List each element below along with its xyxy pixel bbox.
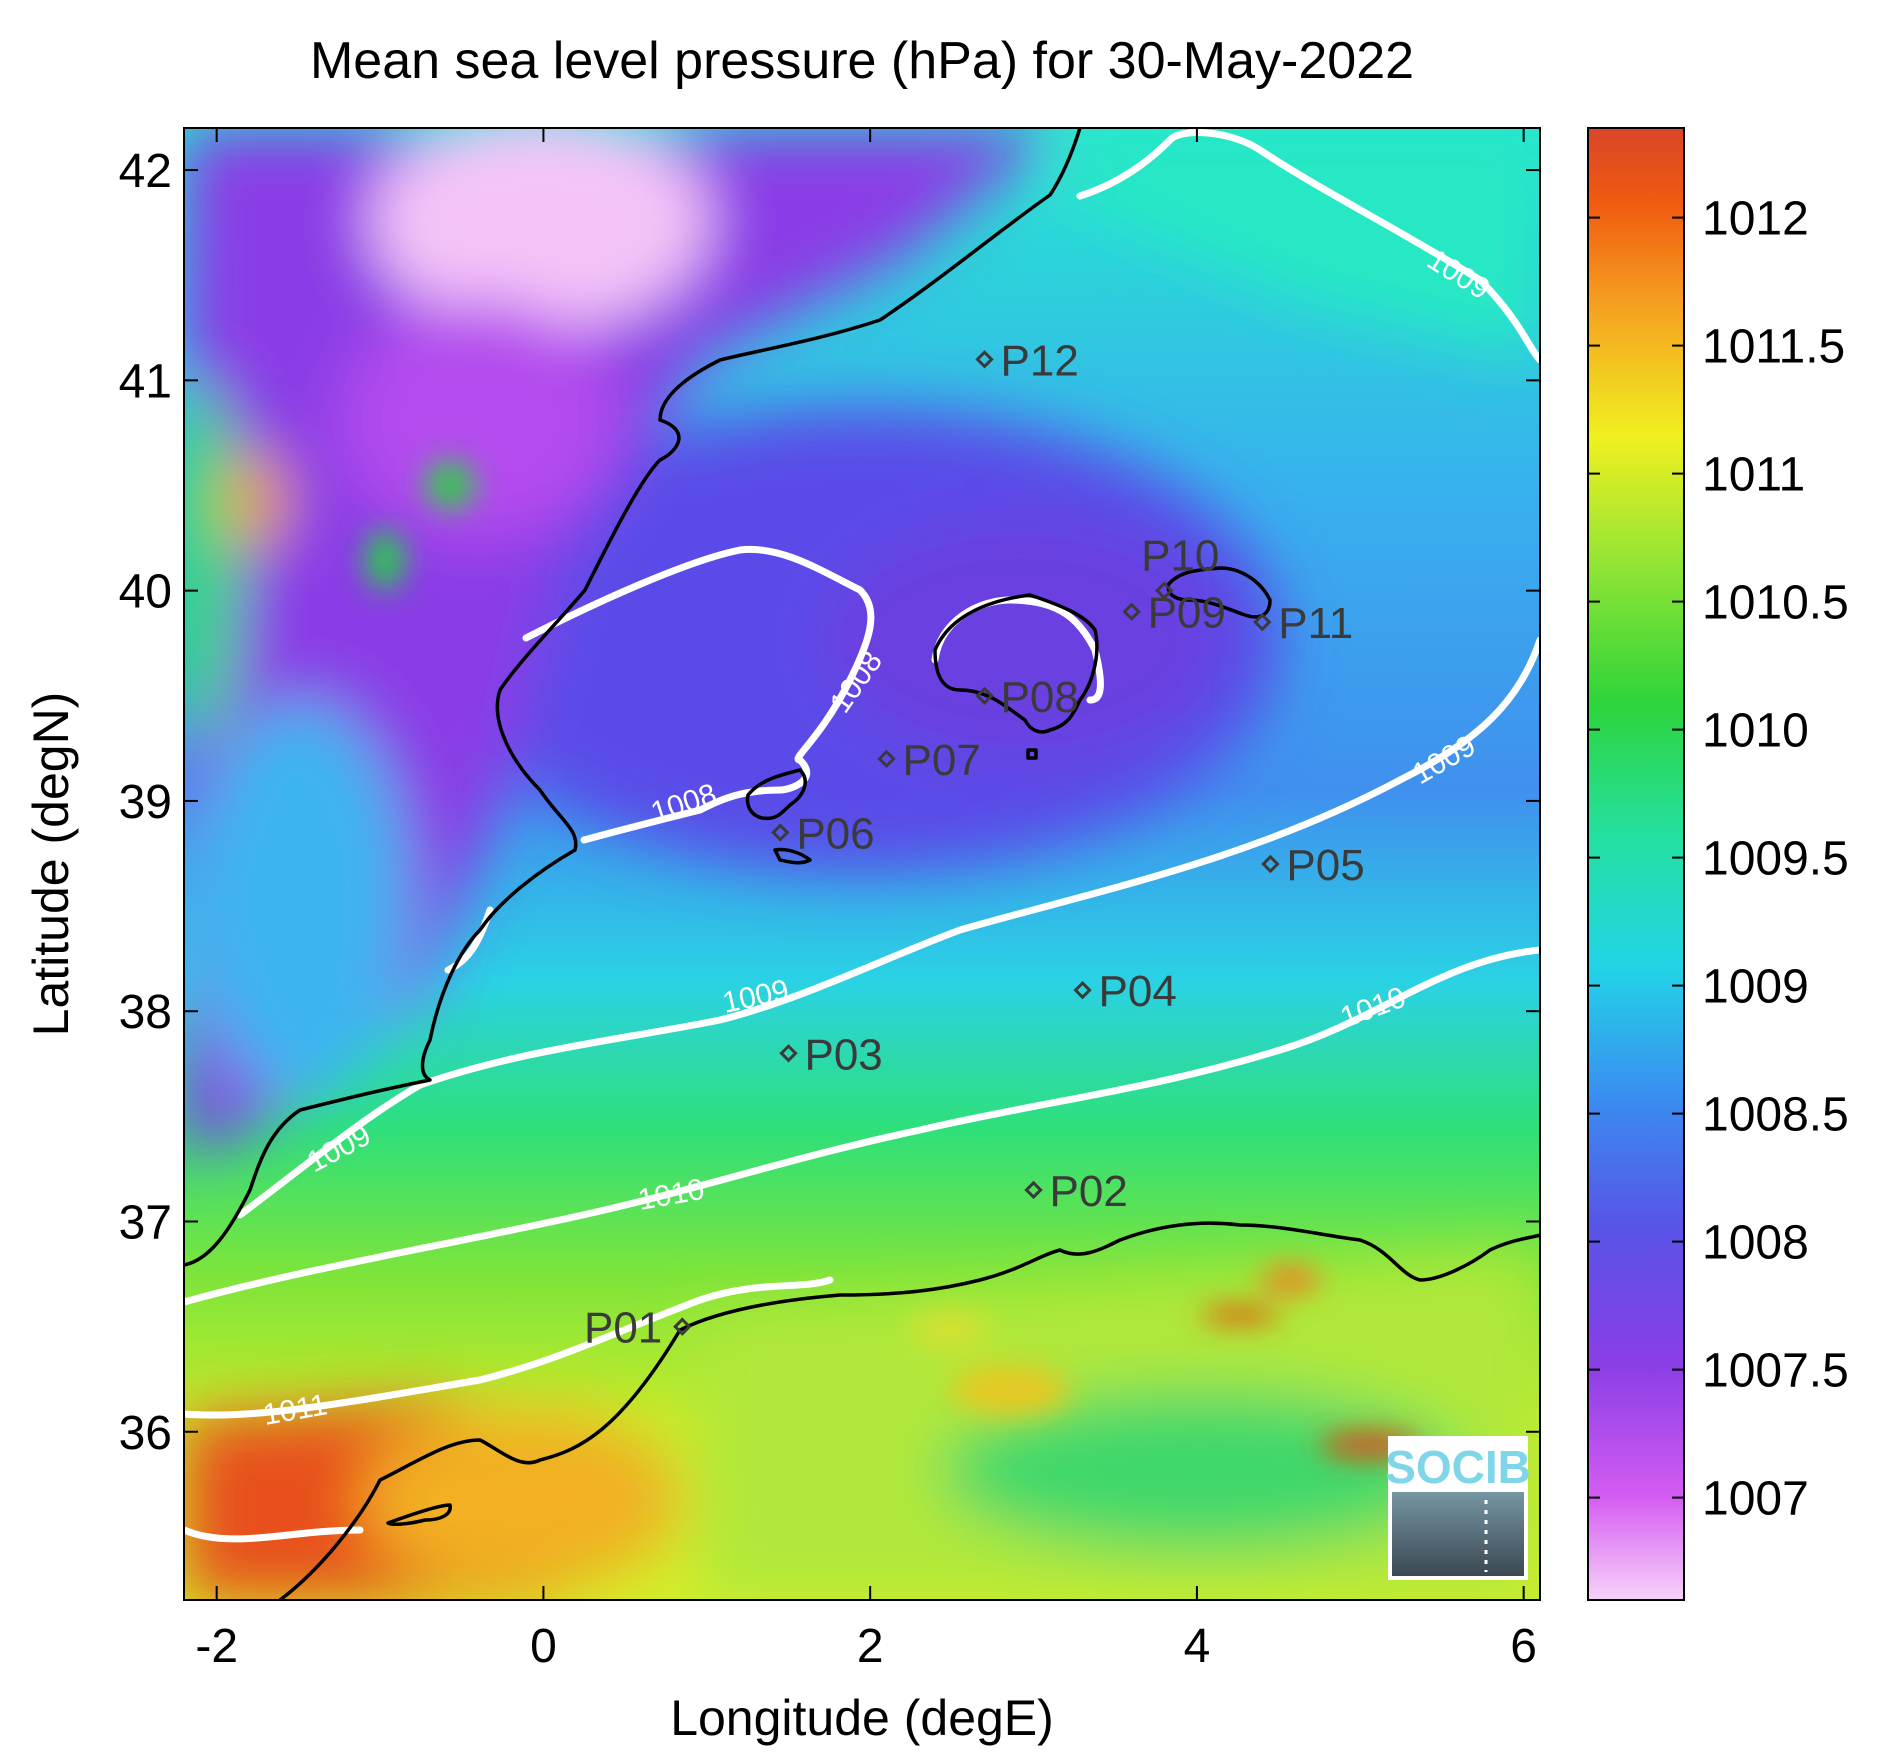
isobar-1009-north [1076, 129, 1540, 364]
colorbar-ticks: 1007 1007.5 1008 1008.5 1009 1009.5 1010 1010.5… [1588, 193, 1849, 1526]
coastline-ibiza [745, 768, 807, 821]
station-marker-icon [1261, 854, 1280, 874]
plot-frame [183, 127, 1541, 1601]
station-label: P04 [1099, 967, 1177, 1016]
y-tick-label: 41 [119, 355, 172, 408]
isobar-1009-middle [416, 636, 1540, 1089]
x-tick-label: -2 [195, 1620, 238, 1673]
x-tick-label: 4 [1184, 1620, 1211, 1673]
station-p03[interactable]: P03 [779, 1030, 883, 1079]
coastline-alboran-island [386, 1503, 452, 1526]
station-p06[interactable]: P06 [771, 809, 875, 858]
y-tick-label: 38 [119, 986, 172, 1039]
station-p02[interactable]: P02 [1024, 1167, 1128, 1216]
station-label: P12 [1001, 336, 1079, 385]
coastline-formentera [773, 847, 812, 865]
station-p07[interactable]: P07 [877, 736, 981, 785]
isobar-1011-southwest [184, 1526, 364, 1543]
y-tick-label: 37 [119, 1196, 172, 1249]
y-tick-label: 42 [119, 145, 172, 198]
colorbar-tick-label: 1007 [1702, 1473, 1809, 1526]
x-axis-label: Longitude (degE) [670, 1690, 1054, 1746]
colorbar-tick-label: 1007.5 [1702, 1345, 1849, 1398]
coastline-minorca [1166, 566, 1272, 619]
station-label: P02 [1050, 1167, 1128, 1216]
station-p01[interactable]: P01 [584, 1304, 692, 1353]
station-marker-icon [975, 686, 994, 705]
station-label: P07 [903, 736, 981, 785]
station-label: P11 [1278, 599, 1353, 648]
colorbar-tick-label: 1009 [1702, 961, 1809, 1014]
stations: P01 P02 P03 P04 P05 P06 P07 P08 P09 P10 P11 P12 [584, 336, 1365, 1352]
station-p11[interactable]: P11 [1253, 599, 1353, 648]
colorbar-gradient [1587, 127, 1685, 1601]
isobar-1010 [184, 946, 1540, 1306]
station-label: P09 [1148, 589, 1226, 638]
station-marker-icon [975, 350, 994, 369]
station-label: P08 [1001, 673, 1079, 722]
station-marker-icon [877, 749, 896, 769]
station-marker-icon [779, 1044, 798, 1063]
y-axis-label: Latitude (degN) [23, 692, 79, 1037]
station-p09[interactable]: P09 [1122, 589, 1226, 638]
isobar-1009-south [236, 1081, 424, 1219]
y-tick-label: 39 [119, 776, 172, 829]
coastline-iberia [184, 128, 1082, 1267]
station-label: P01 [584, 1304, 662, 1353]
colorbar-tick-label: 1011 [1702, 449, 1805, 502]
x-tick-label: 2 [857, 1620, 884, 1673]
figure-title: Mean sea level pressure (hPa) for 30-May… [310, 32, 1414, 90]
axis-ticks: -2 0 2 4 6 36 37 38 39 40 41 42 [119, 128, 1540, 1673]
station-p04[interactable]: P04 [1073, 967, 1177, 1016]
station-marker-icon [1253, 612, 1272, 632]
station-p10[interactable]: P10 [1141, 532, 1219, 600]
coastline-majorca [933, 593, 1099, 734]
station-marker-icon [1024, 1180, 1043, 1200]
station-label: P06 [796, 809, 874, 858]
colorbar-tick-label: 1008.5 [1702, 1089, 1849, 1142]
colorbar-tick-label: 1008 [1702, 1217, 1809, 1270]
isobar-1011 [184, 1276, 834, 1419]
station-marker-icon [1122, 602, 1141, 621]
colorbar-tick-label: 1010 [1702, 705, 1809, 758]
x-tick-label: 0 [530, 1620, 557, 1673]
isobar-1008-west [522, 545, 875, 844]
pressure-field [184, 128, 1540, 1600]
station-label: P10 [1141, 532, 1219, 581]
colorbar-tick-label: 1010.5 [1702, 577, 1849, 630]
coastline-cabrera [1026, 748, 1038, 760]
station-label: P05 [1286, 841, 1364, 890]
colorbar-tick-label: 1012 [1702, 193, 1809, 246]
station-marker-icon [1073, 980, 1092, 1000]
coastline-africa [278, 1221, 1540, 1600]
socib-logo: SOCIB [1385, 1436, 1531, 1580]
colorbar: 1007 1007.5 1008 1008.5 1009 1009.5 1010 1010.5… [1587, 127, 1849, 1601]
station-p08[interactable]: P08 [975, 673, 1079, 722]
y-tick-label: 40 [119, 566, 172, 619]
station-marker-icon [771, 823, 790, 842]
colorbar-tick-label: 1009.5 [1702, 833, 1849, 886]
colorbar-tick-label: 1011.5 [1702, 321, 1845, 374]
station-marker-icon [673, 1317, 692, 1336]
logo-text: SOCIB [1385, 1441, 1531, 1493]
coastlines [184, 128, 1540, 1600]
station-label: P03 [804, 1030, 882, 1079]
y-tick-label: 36 [119, 1407, 172, 1460]
station-p12[interactable]: P12 [975, 336, 1079, 385]
station-p05[interactable]: P05 [1261, 841, 1365, 890]
station-marker-icon [1155, 581, 1174, 600]
x-tick-label: 6 [1510, 1620, 1537, 1673]
